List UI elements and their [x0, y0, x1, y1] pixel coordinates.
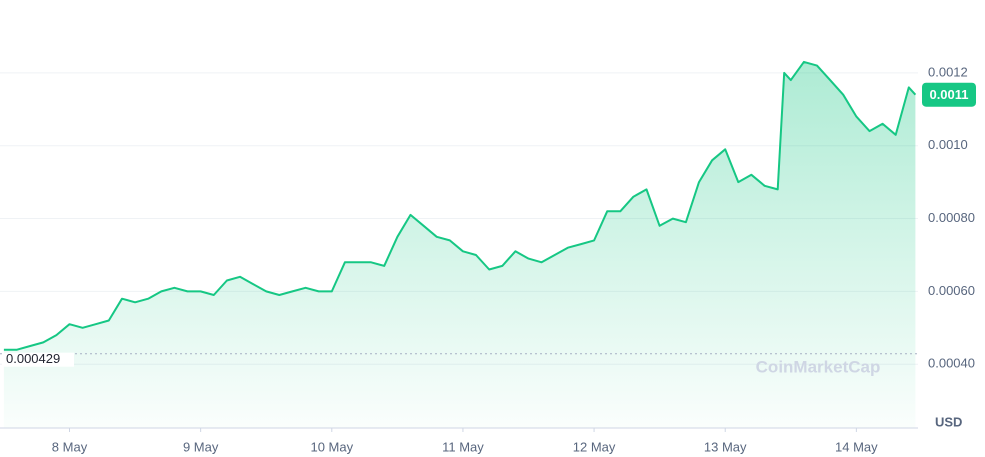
y-tick-label: 0.0012 [928, 64, 968, 79]
x-tick-label: 10 May [310, 439, 353, 454]
y-tick-label: 0.00060 [928, 283, 975, 298]
y-tick-label: 0.00080 [928, 210, 975, 225]
y-tick-label: 0.0010 [928, 137, 968, 152]
price-area [3, 61, 916, 429]
watermark: CoinMarketCap [756, 357, 881, 376]
unit-label: USD [935, 414, 962, 429]
reference-label-bg [2, 352, 74, 367]
reference-label: 0.000429 [6, 351, 60, 366]
x-tick-label: 11 May [442, 439, 484, 454]
price-badge-label: 0.0011 [929, 87, 968, 102]
x-tick-label: 13 May [704, 439, 747, 454]
x-tick-label: 14 May [835, 439, 878, 454]
x-tick-label: 12 May [573, 439, 616, 454]
price-badge [922, 82, 976, 107]
price-line [3, 60, 917, 351]
y-tick-label: 0.00040 [928, 356, 975, 371]
x-tick-label: 9 May [183, 439, 219, 454]
x-tick-label: 8 May [52, 439, 88, 454]
